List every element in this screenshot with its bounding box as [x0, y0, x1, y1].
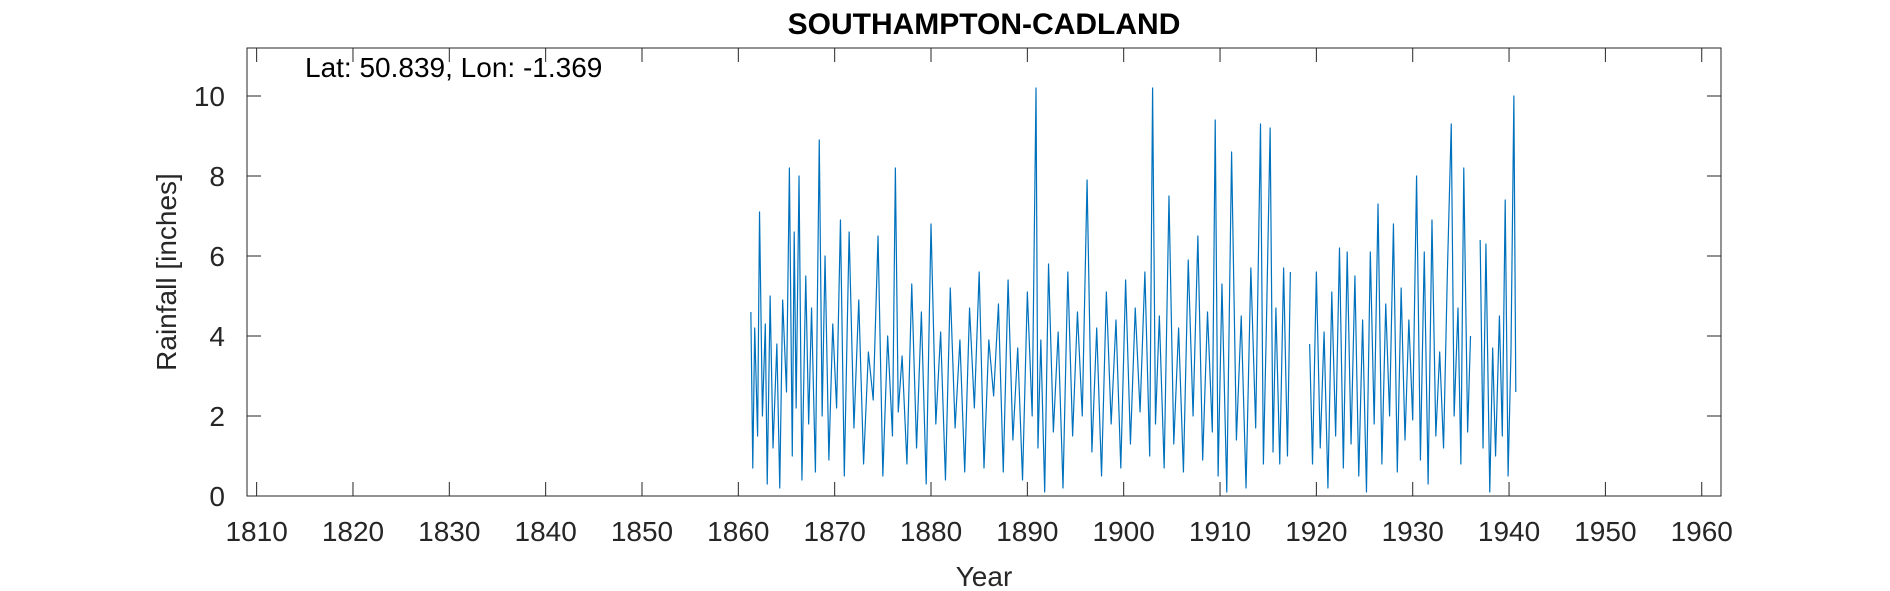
plot-area: [246, 47, 1722, 497]
x-tick-label: 1960: [1671, 516, 1733, 547]
y-axis-label: Rainfall [inches]: [151, 173, 182, 371]
x-tick-label: 1840: [515, 516, 577, 547]
x-axis-label: Year: [956, 561, 1013, 591]
y-tick-label: 8: [209, 161, 225, 192]
x-tick-label: 1950: [1574, 516, 1636, 547]
y-tick-label: 4: [209, 321, 225, 352]
x-tick-label: 1880: [900, 516, 962, 547]
y-tick-label: 10: [194, 81, 225, 112]
x-tick-label: 1820: [322, 516, 384, 547]
tick-marks: [247, 48, 1721, 497]
x-tick-label: 1910: [1189, 516, 1251, 547]
rainfall-series-line: [1479, 95, 1517, 493]
chart-title: SOUTHAMPTON-CADLAND: [788, 8, 1181, 41]
tick-labels: 1810 1820 1830 1840 1850 1860 1870 1880 1890 1900…: [194, 81, 1733, 547]
x-tick-label: 1870: [804, 516, 866, 547]
data-series: [750, 87, 1517, 493]
location-annotation: Lat: 50.839, Lon: -1.369: [305, 52, 602, 83]
x-tick-label: 1920: [1285, 516, 1347, 547]
x-tick-label: 1940: [1478, 516, 1540, 547]
rainfall-series-line: [1309, 123, 1472, 493]
x-tick-label: 1900: [1093, 516, 1155, 547]
x-tick-label: 1810: [225, 516, 287, 547]
x-tick-label: 1850: [611, 516, 673, 547]
y-tick-label: 2: [209, 401, 225, 432]
x-tick-label: 1830: [418, 516, 480, 547]
x-tick-label: 1860: [707, 516, 769, 547]
rainfall-series-line: [750, 87, 1291, 493]
y-tick-label: 6: [209, 241, 225, 272]
x-tick-label: 1890: [996, 516, 1058, 547]
y-tick-label: 0: [209, 481, 225, 512]
x-tick-label: 1930: [1382, 516, 1444, 547]
